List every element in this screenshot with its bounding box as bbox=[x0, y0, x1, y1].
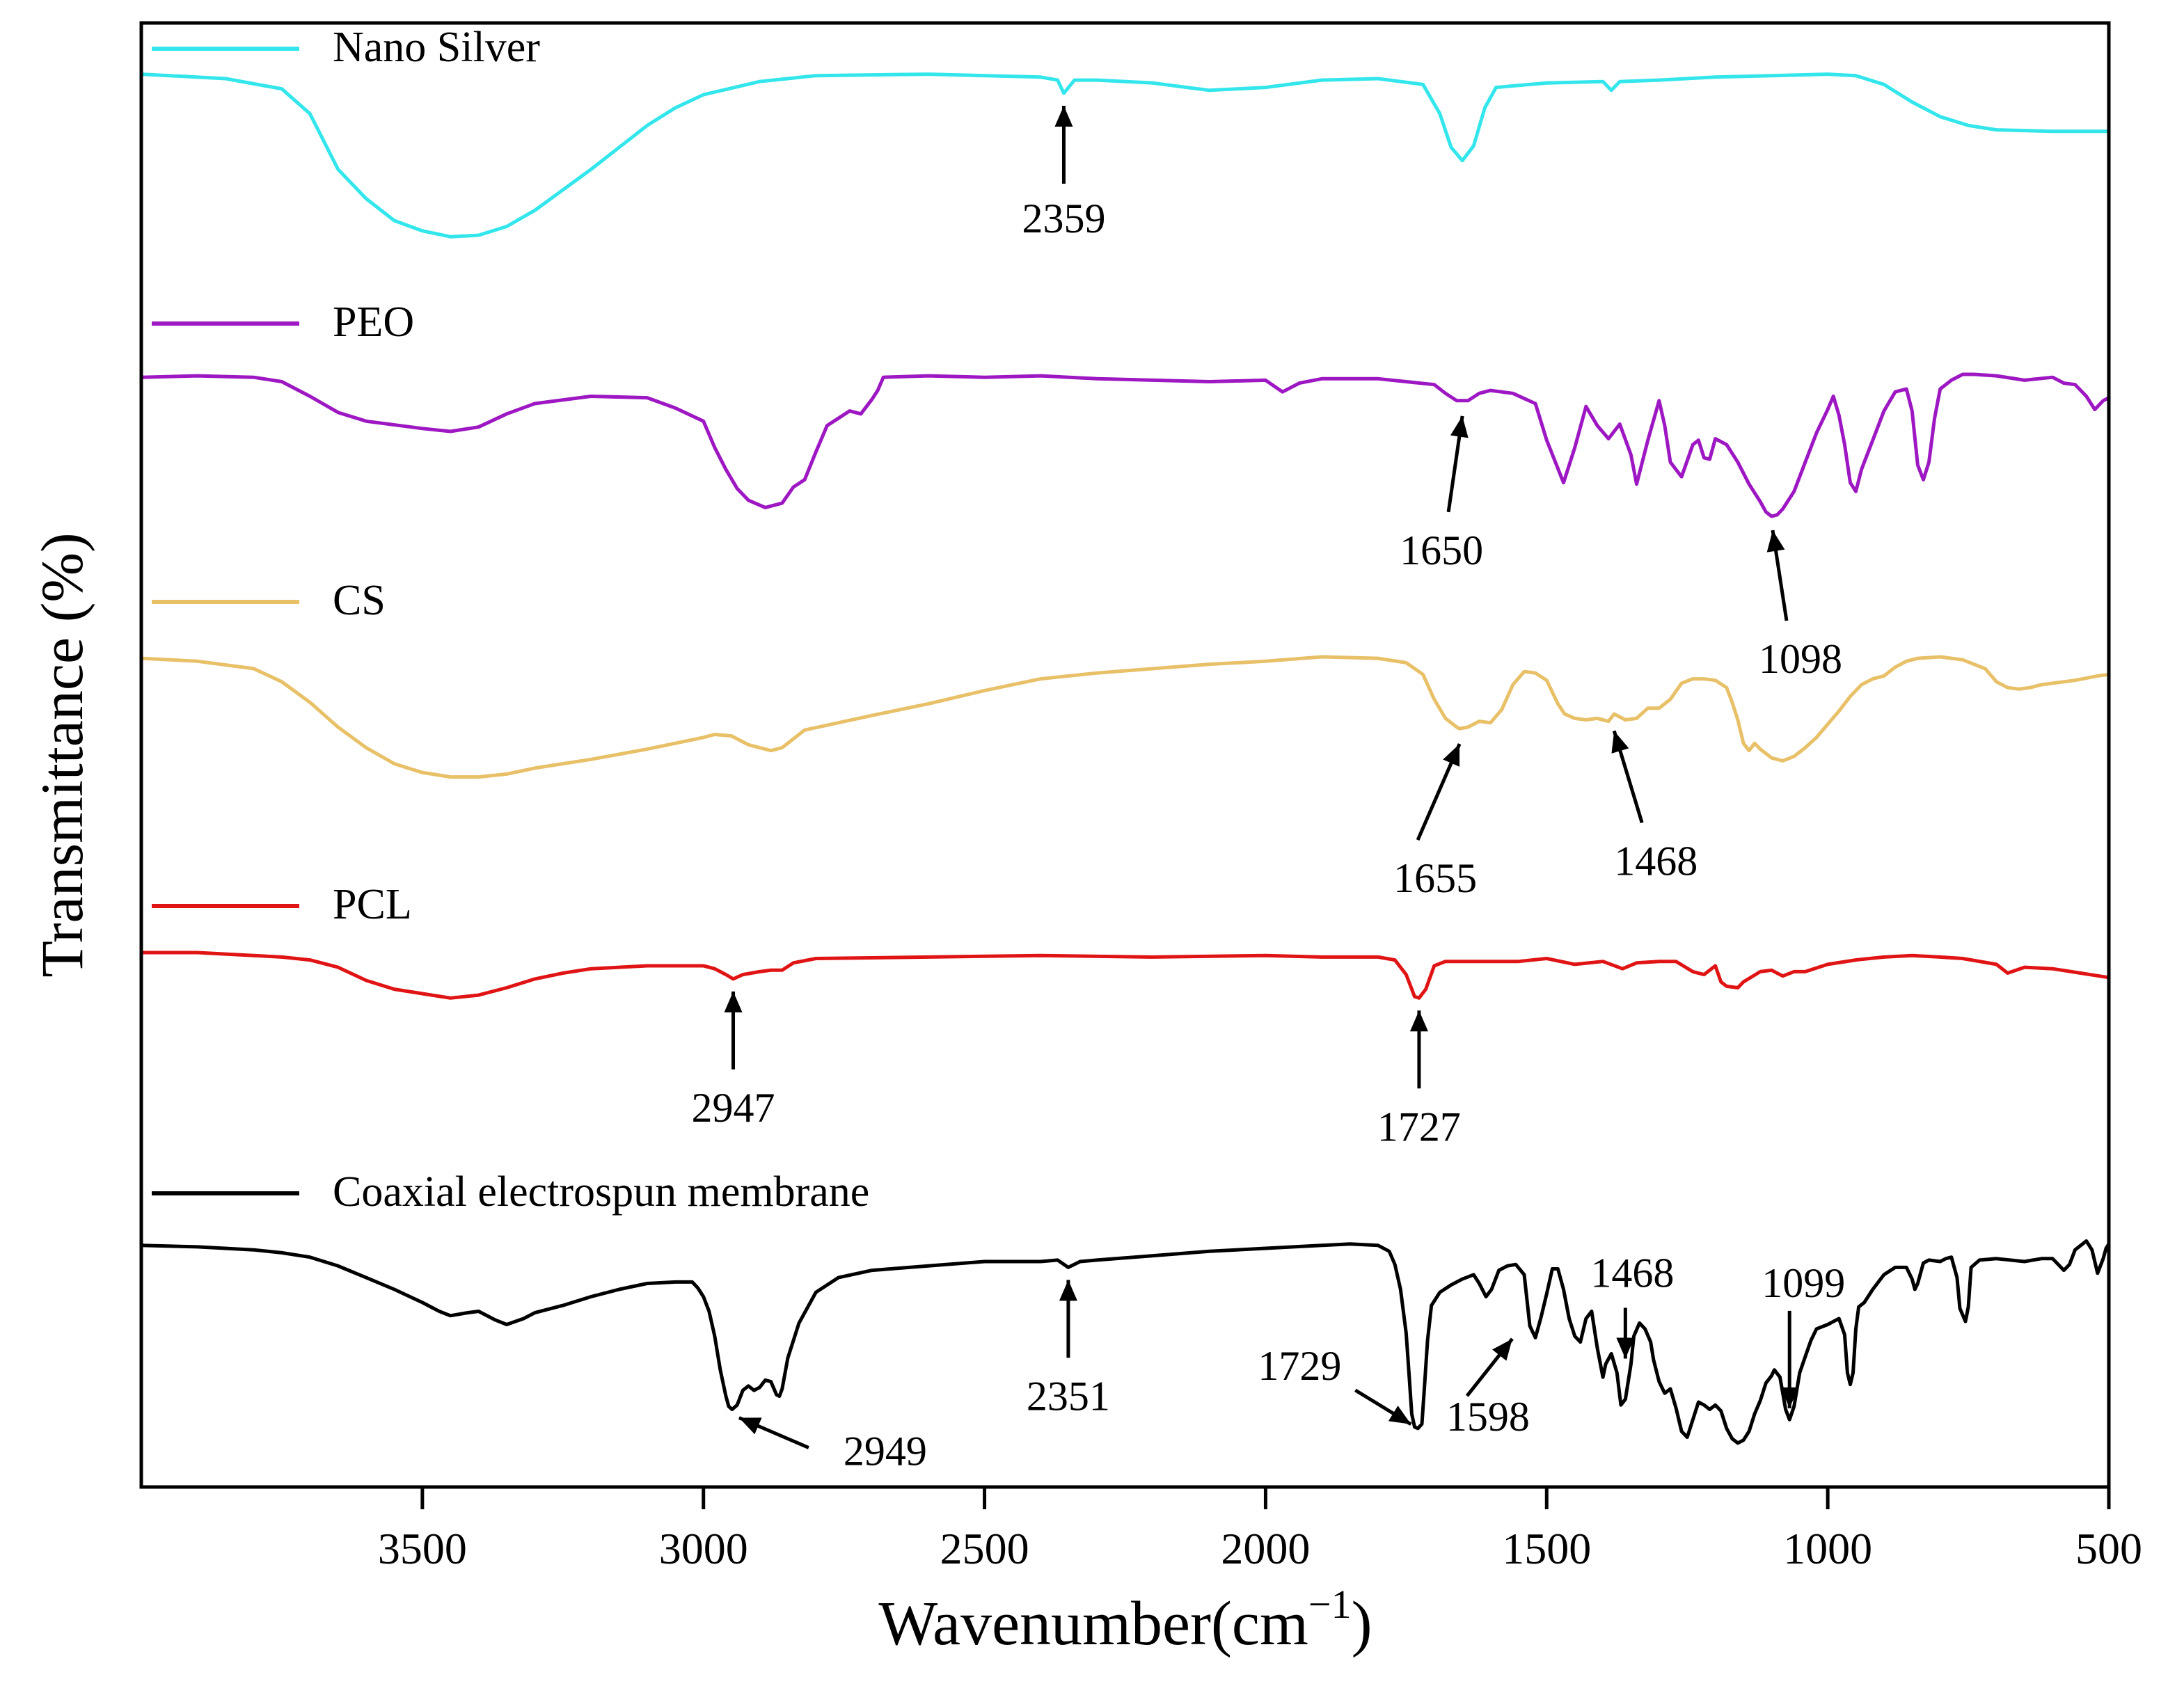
legend-entry-peo: PEO bbox=[152, 299, 414, 346]
x-tick-label-2000: 2000 bbox=[1221, 1524, 1310, 1573]
annotation-label: 1468 bbox=[1614, 838, 1698, 884]
annotation-1729: 1729 bbox=[1258, 1343, 1412, 1426]
annotation-1099: 1099 bbox=[1762, 1260, 1845, 1408]
x-axis-label-main: Wavenumber(cm bbox=[878, 1589, 1308, 1658]
annotation-label: 1099 bbox=[1762, 1260, 1845, 1306]
x-tick-label-1000: 1000 bbox=[1783, 1524, 1872, 1573]
x-axis: 3500 3000 2500 2000 1500 1000 500 bbox=[378, 1487, 2142, 1573]
annotation-label: 2359 bbox=[1022, 196, 1105, 241]
x-tick-label-1500: 1500 bbox=[1502, 1524, 1591, 1573]
peak-annotations: 2359 1650 1098 1655 1468 2947 1727 2351 2949 1729… bbox=[692, 105, 1845, 1474]
annotation-arrow-head bbox=[1492, 1339, 1512, 1361]
x-axis-label-close: ) bbox=[1352, 1589, 1372, 1658]
annotation-arrow-head bbox=[1780, 1387, 1799, 1408]
annotation-label: 2947 bbox=[692, 1085, 775, 1131]
series-line-peo bbox=[141, 372, 2110, 518]
annotation-arrow-head bbox=[1388, 1406, 1411, 1424]
annotation-1468: 1468 bbox=[1611, 730, 1698, 884]
series-line-pcl bbox=[141, 951, 2110, 1000]
annotation-1468: 1468 bbox=[1590, 1250, 1674, 1359]
legend-entry-coaxial-electrospun-membrane: Coaxial electrospun membrane bbox=[152, 1168, 869, 1216]
series-layer bbox=[141, 72, 2111, 1445]
annotation-1598: 1598 bbox=[1446, 1337, 1530, 1440]
x-tick-label-2500: 2500 bbox=[940, 1524, 1029, 1573]
legend-entry-cs: CS bbox=[152, 577, 386, 624]
annotation-arrow-head bbox=[1409, 1010, 1428, 1032]
annotation-label: 1655 bbox=[1393, 855, 1477, 901]
annotation-1098: 1098 bbox=[1759, 530, 1842, 682]
annotation-2949: 2949 bbox=[738, 1416, 927, 1474]
annotation-arrow-head bbox=[724, 991, 743, 1012]
legend-label: PEO bbox=[333, 299, 414, 346]
annotation-2947: 2947 bbox=[692, 991, 775, 1131]
legend-label: Nano Silver bbox=[333, 24, 540, 71]
series-line-coaxial-electrospun-membrane bbox=[141, 1239, 2111, 1445]
annotation-label: 1727 bbox=[1377, 1104, 1461, 1150]
legend-label: PCL bbox=[333, 881, 412, 928]
series-line-cs bbox=[141, 655, 2110, 779]
annotation-label: 1468 bbox=[1590, 1250, 1674, 1296]
annotation-arrow-head bbox=[1450, 415, 1469, 438]
x-tick-label-3000: 3000 bbox=[659, 1524, 748, 1573]
x-axis-label-superscript: −1 bbox=[1308, 1582, 1352, 1627]
x-tick-label-500: 500 bbox=[2075, 1524, 2142, 1573]
annotation-1655: 1655 bbox=[1393, 743, 1477, 901]
annotation-label: 1598 bbox=[1446, 1394, 1530, 1440]
x-axis-label: Wavenumber(cm−1) bbox=[878, 1582, 1372, 1658]
plot-frame bbox=[139, 21, 2111, 1489]
annotation-label: 1098 bbox=[1759, 636, 1842, 682]
annotation-1727: 1727 bbox=[1377, 1010, 1461, 1150]
annotation-arrow-head bbox=[738, 1417, 762, 1435]
legend-entry-nano-silver: Nano Silver bbox=[152, 24, 540, 71]
annotation-arrow-head bbox=[1766, 530, 1785, 552]
annotation-label: 2351 bbox=[1027, 1373, 1110, 1419]
series-line-nano-silver bbox=[141, 72, 2109, 239]
x-tick-label-3500: 3500 bbox=[378, 1524, 467, 1573]
annotation-arrow-head bbox=[1054, 105, 1073, 127]
y-axis-label: Transmittance (%) bbox=[29, 532, 95, 977]
annotation-arrow-head bbox=[1616, 1337, 1635, 1359]
annotation-arrow-head bbox=[1443, 744, 1460, 767]
legend: Nano Silver PEO CS PCL Coaxial electrospun m… bbox=[152, 24, 869, 1216]
annotation-2359: 2359 bbox=[1022, 105, 1105, 241]
annotation-arrow-head bbox=[1611, 731, 1629, 754]
annotation-label: 1729 bbox=[1258, 1343, 1341, 1389]
annotation-label: 1650 bbox=[1400, 527, 1483, 573]
legend-label: CS bbox=[333, 577, 386, 624]
annotation-arrow-head bbox=[1059, 1280, 1077, 1301]
legend-label: Coaxial electrospun membrane bbox=[333, 1168, 869, 1216]
annotation-2351: 2351 bbox=[1027, 1280, 1110, 1419]
annotation-1650: 1650 bbox=[1400, 415, 1483, 573]
annotation-label: 2949 bbox=[844, 1428, 927, 1474]
legend-entry-pcl: PCL bbox=[152, 881, 412, 928]
